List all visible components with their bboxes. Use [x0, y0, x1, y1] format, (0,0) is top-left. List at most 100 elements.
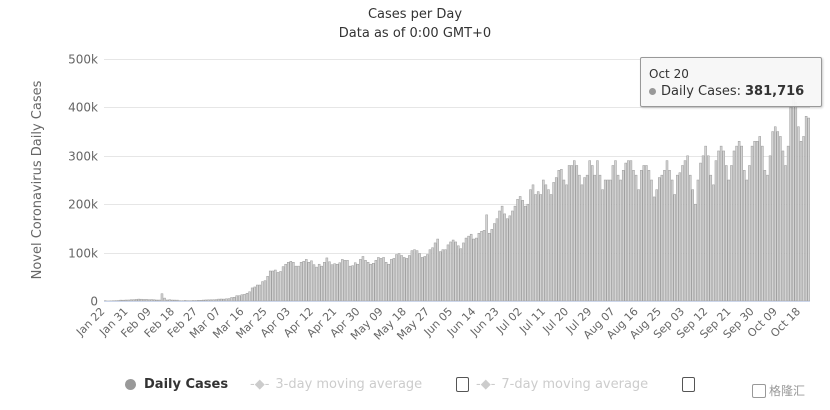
bar — [639, 170, 643, 302]
bar — [222, 298, 226, 302]
bar — [547, 189, 550, 302]
bar — [508, 215, 512, 302]
bar — [400, 255, 403, 302]
bar — [627, 160, 630, 302]
bar — [609, 179, 612, 302]
bar — [670, 179, 674, 302]
bar — [173, 299, 177, 302]
legend-item-daily-cases[interactable]: Daily Cases — [125, 374, 228, 394]
bar — [536, 191, 540, 302]
bar — [348, 265, 352, 302]
bar — [709, 174, 713, 302]
bar — [384, 262, 388, 302]
bar — [235, 295, 238, 302]
bar — [366, 262, 370, 302]
bar — [323, 262, 326, 302]
bar — [490, 229, 494, 302]
bar — [660, 174, 664, 302]
bar — [792, 97, 795, 302]
bar — [766, 174, 769, 302]
bar — [220, 298, 223, 302]
bar — [596, 160, 599, 302]
bar — [150, 299, 153, 302]
bar — [372, 263, 375, 302]
bar — [511, 210, 514, 302]
tooltip-date: Oct 20 — [649, 67, 689, 81]
bar — [423, 256, 427, 302]
bar — [230, 297, 233, 302]
bar — [637, 189, 640, 302]
bar — [634, 174, 638, 302]
legend-item-7-day-average[interactable]: -◆- 7-day moving average — [476, 374, 648, 394]
bar — [727, 179, 731, 302]
bar — [518, 196, 522, 302]
bar — [712, 184, 715, 302]
bar — [802, 136, 805, 302]
bar — [312, 264, 316, 302]
bar — [420, 257, 424, 302]
bar — [583, 177, 586, 302]
bar — [789, 107, 792, 302]
bar — [467, 235, 470, 302]
bar — [459, 248, 463, 302]
bar — [171, 299, 174, 302]
bar — [560, 169, 563, 302]
bar — [359, 259, 362, 302]
3-day-average-checkbox[interactable] — [456, 377, 469, 392]
bar — [603, 179, 607, 302]
bar — [773, 126, 777, 302]
bar — [768, 155, 772, 302]
legend-label: 3-day moving average — [275, 376, 423, 392]
bar — [464, 237, 468, 302]
bar — [487, 232, 491, 302]
bar — [209, 299, 213, 302]
bar — [426, 254, 429, 302]
bar — [392, 258, 396, 302]
bar — [165, 299, 169, 302]
bar — [658, 177, 661, 302]
bar — [346, 260, 349, 302]
bar — [786, 145, 790, 302]
line-marker-icon: -◆- — [476, 376, 496, 392]
bar — [647, 170, 651, 302]
legend-circle-icon — [125, 378, 136, 390]
bar — [258, 284, 262, 302]
7-day-average-checkbox[interactable] — [682, 377, 695, 392]
bar — [122, 299, 125, 302]
bar — [763, 170, 767, 302]
bar — [542, 179, 545, 302]
bar — [732, 150, 736, 302]
bar — [771, 131, 774, 302]
watermark: 格隆汇 — [752, 382, 805, 399]
bar — [580, 184, 584, 302]
legend-item-3-day-average[interactable]: -◆- 3-day moving average — [250, 374, 422, 394]
bar — [433, 242, 437, 302]
bar — [253, 286, 256, 302]
bar — [317, 263, 321, 302]
bar — [387, 263, 390, 302]
bar — [585, 174, 589, 302]
bar — [745, 179, 749, 302]
bar — [446, 244, 450, 302]
bar — [493, 223, 496, 302]
bar — [454, 241, 457, 302]
bar — [485, 214, 488, 302]
bar — [379, 258, 383, 302]
bar — [155, 299, 159, 302]
bar — [297, 265, 300, 302]
bar — [652, 196, 656, 302]
bar — [271, 270, 275, 302]
bar — [678, 172, 682, 302]
bar — [351, 265, 354, 302]
bar — [601, 189, 604, 302]
bar — [655, 189, 658, 302]
bar — [142, 299, 146, 302]
legend: Daily Cases -◆- 3-day moving average -◆-… — [0, 374, 830, 394]
bar — [397, 253, 401, 302]
bar — [650, 179, 653, 302]
bar — [624, 162, 628, 302]
bar — [305, 259, 308, 302]
bar — [673, 194, 676, 302]
bar — [743, 170, 746, 302]
bar — [134, 299, 138, 302]
